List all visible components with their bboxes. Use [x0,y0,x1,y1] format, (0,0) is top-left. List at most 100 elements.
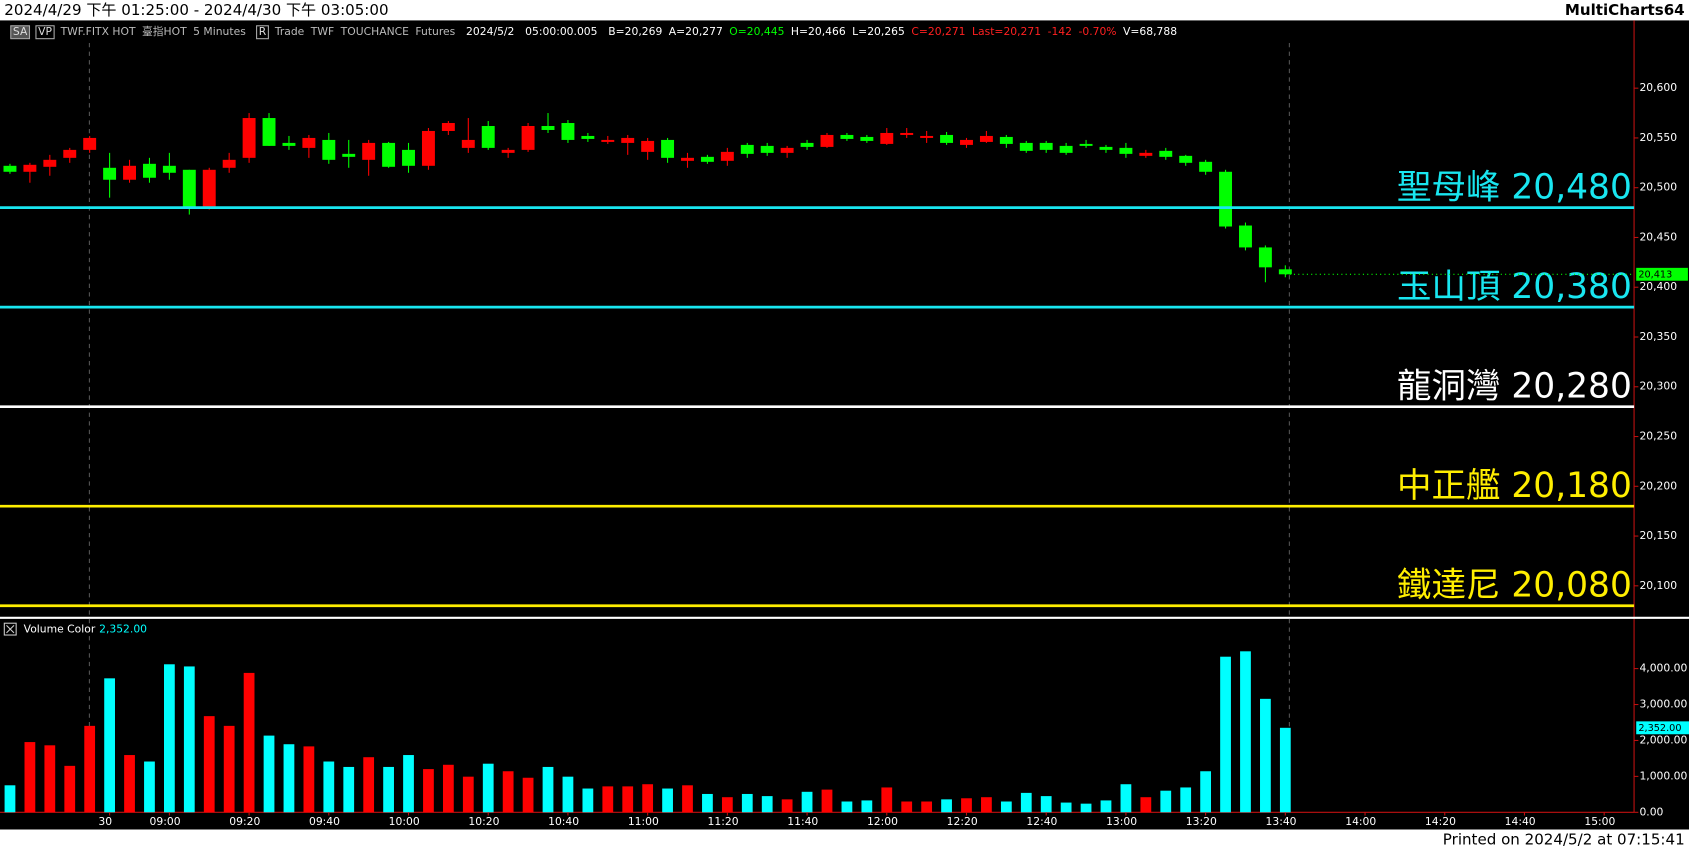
level-value: 20,180 [1511,465,1632,505]
volume-bar [482,763,494,813]
volume-bar [702,793,713,813]
level-name: 中正艦 [1397,465,1500,505]
x-tick-label: 14:40 [1505,815,1536,828]
volume-bar [781,799,793,813]
toolbar-item: O=20,445 [729,25,784,38]
volume-bar [821,789,833,813]
candle-body [780,147,794,153]
candle-body [63,149,77,158]
toolbar-item: V=68,788 [1123,25,1177,38]
volume-bar [662,788,673,813]
y-tick-label: 2,000.00 [1639,733,1687,746]
volume-bar [1160,790,1172,813]
toolbar-box [35,25,55,40]
candle-body [1258,247,1272,268]
volume-bar [1100,800,1112,813]
chart-background [0,20,1689,830]
volume-bar [502,771,514,813]
candle-body [342,153,356,157]
candle-body [242,118,256,158]
volume-bar [363,757,375,813]
volume-bar [1020,792,1032,813]
candle-body [262,118,276,146]
candle-body [720,151,734,161]
x-tick-label: 09:40 [309,815,340,828]
pane-close-cross [6,624,15,634]
candle-body [501,149,515,153]
toolbar-box [256,25,269,40]
candle-body [1039,142,1053,150]
volume-bar [602,786,614,813]
volume-bar [921,801,933,813]
volume-bar [303,746,315,813]
volume-bar [1000,801,1012,813]
volume-bar [183,666,195,813]
x-tick-label: 13:20 [1186,815,1217,828]
candle-body [1099,146,1113,150]
y-tick-label: 20,600 [1639,81,1677,94]
candle-body [561,123,575,140]
x-tick-label: 09:00 [150,815,181,828]
candle-body [1199,161,1213,172]
volume-bar [4,785,16,813]
level-label: 玉山頂 20,380 [1397,266,1632,306]
x-tick-label: 12:20 [947,815,978,828]
y-tick-label: 20,200 [1639,479,1677,492]
x-tick-label: 11:40 [787,815,818,828]
level-value: 20,380 [1511,266,1632,306]
toolbar: SA VP TWF.FITX HOT 臺指HOT 5 Minutes R Trade TWF T… [10,25,1177,40]
y-tick-label: 20,150 [1639,529,1677,542]
candle-body [840,134,854,139]
toolbar-item: H=20,466 [791,25,846,38]
toolbar-item: 5 Minutes [193,25,246,38]
pane-close-icon[interactable] [3,622,17,636]
level-value: 20,480 [1511,167,1632,207]
toolbar-item: TWF.FITX HOT [60,25,136,38]
volume-bar [323,761,335,813]
toolbar-item: Last=20,271 [972,25,1041,38]
toolbar-item: L=20,265 [852,25,905,38]
volume-bar [582,788,594,813]
volume-bar [881,787,893,813]
candle-body [900,132,914,135]
volume-bar [343,766,355,813]
title-bar [0,0,1689,21]
candle-body [142,163,156,178]
volume-bar [24,742,36,813]
candle-body [979,135,993,142]
toolbar-item: R [259,25,267,38]
candle-body [920,135,934,138]
candle-body [441,123,455,131]
candle-body [1019,142,1033,151]
volume-bar [442,764,454,813]
y-tick-label: 20,500 [1639,181,1677,194]
y-tick-label: 20,300 [1639,380,1677,393]
footer-bar [0,829,1689,851]
candle-body [820,134,834,147]
volume-bar [1279,727,1291,813]
candle-body [43,159,57,167]
volume-bar [1240,651,1251,813]
volume-bar [1120,784,1132,813]
volume-bar [144,761,155,813]
volume-bar [542,766,554,813]
candle-body [461,139,475,148]
candle-body [382,142,396,167]
y-tick-label: 20,100 [1639,579,1677,592]
volume-bar [841,801,853,813]
volume-bar [1260,698,1271,813]
toolbar-item: A=20,277 [669,25,723,38]
toolbar-item: B=20,269 [608,25,662,38]
candle-body [800,142,814,147]
candle-body [202,169,216,207]
volume-bar [1040,796,1052,813]
last-price-label: 20,413 [1638,269,1672,280]
x-tick-label: 10:20 [468,815,499,828]
volume-bar [562,776,574,813]
toolbar-item: 2024/5/2 [466,25,514,38]
candle-body [541,125,555,130]
candle-body [860,136,874,141]
y-tick-label: 1,000.00 [1639,769,1687,782]
candle-body [23,164,37,172]
